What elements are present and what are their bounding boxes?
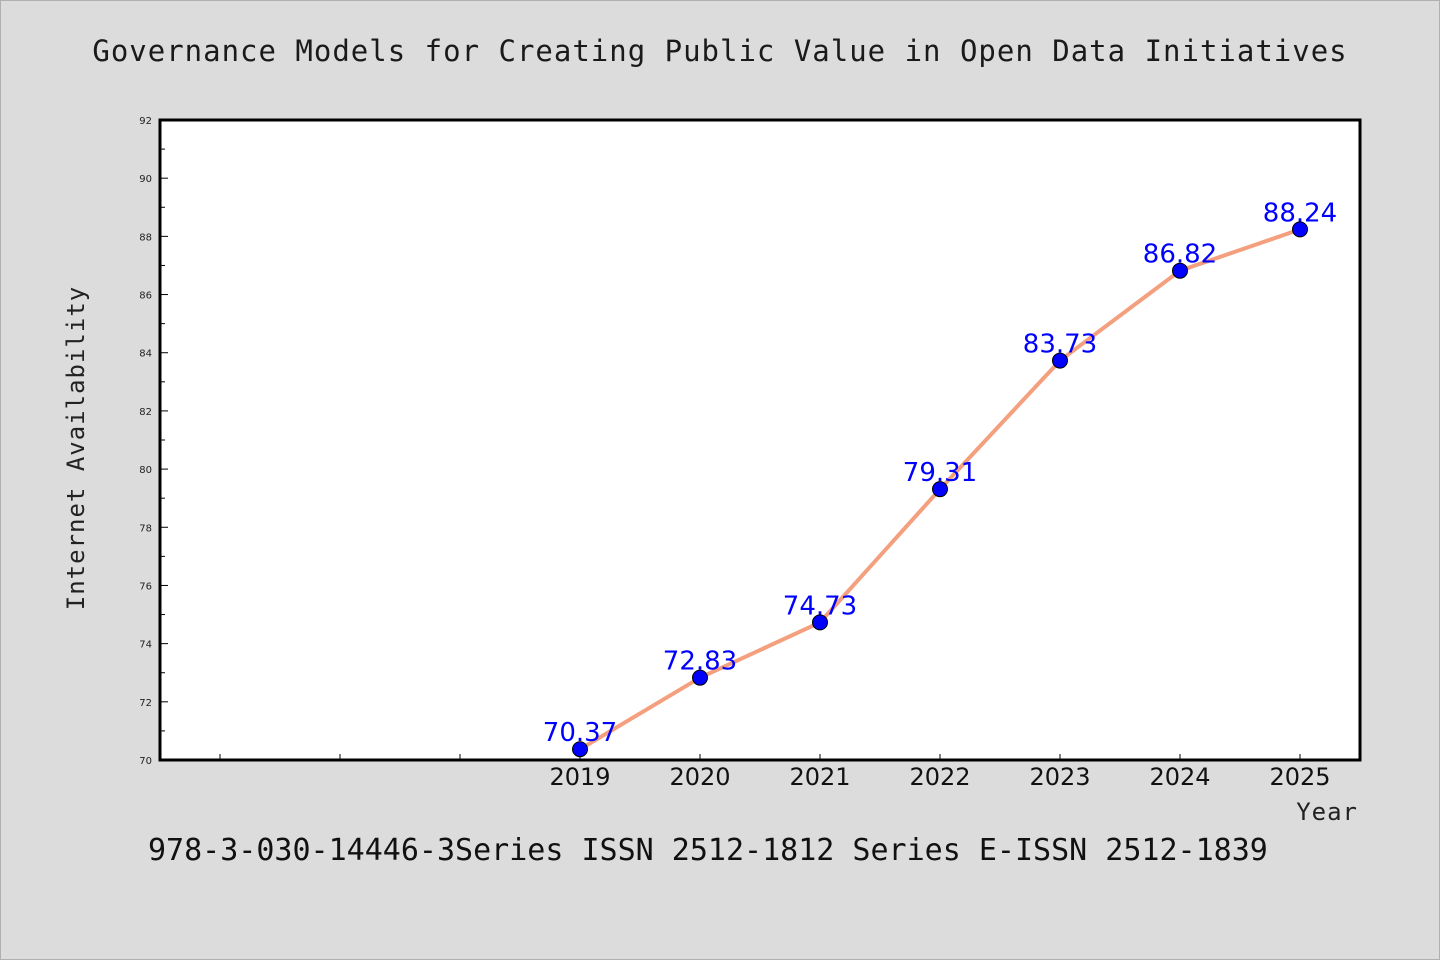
data-label: 83.73	[1023, 330, 1097, 360]
y-tick-label: 76	[139, 581, 152, 592]
data-label: 72.83	[663, 647, 737, 677]
data-labels: 70.37 72.83 74.73 79.31 83.73 86.82 88.24	[543, 198, 1337, 748]
y-tick-label: 74	[139, 640, 152, 651]
x-tick-label: 2021	[789, 763, 850, 791]
y-tick-label: 70	[139, 756, 152, 767]
y-tick-label: 92	[139, 116, 152, 127]
x-axis-ticks: 2019 2020 2021 2022 2023 2024 2025	[219, 754, 1331, 791]
y-tick-label: 82	[139, 407, 152, 418]
data-point	[692, 669, 708, 686]
data-label: 86.82	[1143, 240, 1217, 270]
x-tick-label: 2025	[1269, 763, 1330, 791]
y-tick-label: 78	[139, 523, 152, 534]
data-label: 70.37	[543, 718, 617, 748]
plot-area	[158, 118, 1362, 762]
data-point	[932, 481, 948, 498]
x-tick-label: 2023	[1029, 763, 1090, 791]
y-tick-label: 90	[139, 174, 152, 185]
y-tick-label: 88	[139, 232, 152, 243]
y-tick-label: 84	[139, 349, 152, 360]
data-label: 79.31	[903, 458, 977, 488]
x-tick-label: 2024	[1149, 763, 1210, 791]
y-tick-label: 72	[139, 698, 152, 709]
data-markers	[572, 221, 1308, 758]
chart-title: Governance Models for Creating Public Va…	[92, 34, 1348, 68]
y-axis-label: Internet Availability	[62, 286, 90, 610]
data-point	[1172, 262, 1188, 279]
x-tick-label: 2022	[909, 763, 970, 791]
isbn-footnote: 978-3-030-14446-3Series ISSN 2512-1812 S…	[148, 833, 1268, 868]
data-point	[1292, 221, 1308, 238]
data-label: 88.24	[1263, 198, 1337, 228]
y-tick-label: 86	[139, 291, 152, 302]
data-point	[1052, 352, 1068, 369]
x-tick-label: 2020	[669, 763, 730, 791]
data-label: 74.73	[783, 591, 857, 621]
x-axis-label: Year	[1296, 798, 1358, 826]
data-point	[572, 741, 588, 758]
x-tick-label: 2019	[549, 763, 610, 791]
y-axis-ticks: 70 72 74 76 78 80 82 84 86 88 90 92	[139, 116, 168, 767]
y-tick-label: 80	[139, 465, 152, 476]
data-point	[812, 614, 828, 631]
